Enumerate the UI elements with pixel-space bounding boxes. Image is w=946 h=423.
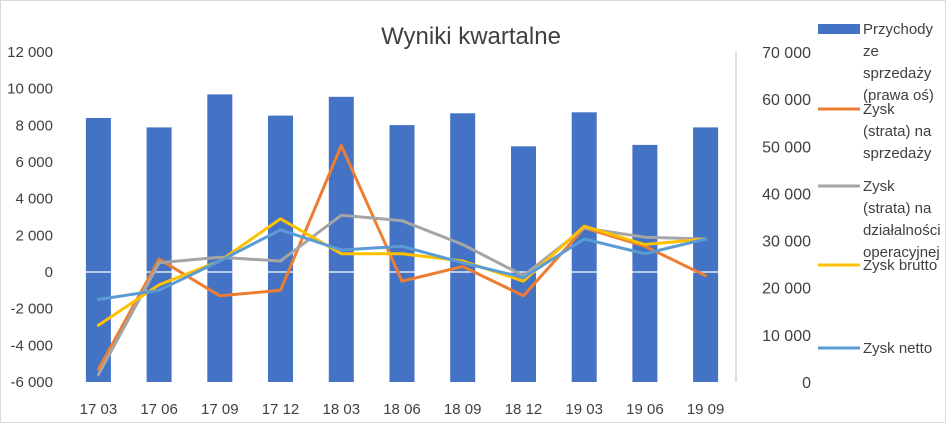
right-tick-label: 20 000 [762, 281, 811, 298]
left-tick-label: 2 000 [15, 227, 53, 244]
right-tick-label: 0 [802, 375, 811, 392]
right-tick-label: 50 000 [762, 139, 811, 156]
line-series-4 [96, 228, 708, 301]
legend-label: ze [863, 43, 879, 60]
legend-label: Przychody [863, 21, 934, 38]
line-series-1 [96, 144, 708, 371]
legend-label: Zysk netto [863, 340, 932, 357]
legend-item-2: Zysk (strata) na sprzedaży [818, 101, 932, 162]
x-tick-label: 18 09 [444, 401, 482, 418]
x-tick-label: 17 12 [262, 401, 300, 418]
bar-17-06 [146, 127, 172, 383]
left-tick-label: -2 000 [10, 301, 53, 318]
x-tick-label: 18 12 [505, 401, 543, 418]
legend-label: sprzedaży [863, 145, 932, 162]
bar-18-12 [511, 146, 536, 382]
right-tick-label: 70 000 [762, 45, 811, 62]
bar-19-06 [632, 144, 658, 382]
left-tick-label: 4 000 [15, 191, 53, 208]
bar-19-09 [693, 127, 719, 383]
legend-label: Zysk [863, 178, 895, 195]
legend-label: (strata) na [863, 200, 932, 217]
legend-swatch-bar [818, 24, 860, 34]
legend-label: operacyjnej [863, 244, 940, 261]
right-tick-label: 10 000 [762, 328, 811, 345]
right-tick-label: 40 000 [762, 186, 811, 203]
bar-17-12 [268, 115, 293, 382]
legend-label: Zysk [863, 101, 895, 118]
lines-layer [96, 144, 708, 377]
x-axis: 17 03 17 06 17 09 17 12 18 03 18 06 18 09 18 12… [80, 401, 725, 418]
left-tick-label: 12 000 [7, 44, 53, 61]
legend-label: sprzedaży [863, 65, 932, 82]
line-series-3 [96, 217, 708, 327]
x-tick-label: 18 03 [323, 401, 361, 418]
x-tick-label: 17 06 [140, 401, 178, 418]
legend-item-4: Zysk brutto [818, 257, 937, 274]
bar-19-03 [571, 112, 597, 383]
left-axis: -6 000 -4 000 -2 000 0 2 000 4 000 6 000 8 000 1… [7, 44, 53, 391]
x-tick-label: 19 09 [687, 401, 725, 418]
legend-item-1: Przychody ze sprzedaży (prawa oś) [818, 21, 934, 104]
right-tick-label: 60 000 [762, 92, 811, 109]
legend-item-5: Zysk netto [818, 340, 932, 357]
bar-18-03 [328, 96, 354, 383]
x-tick-label: 19 06 [626, 401, 664, 418]
legend-label: (strata) na [863, 123, 932, 140]
bar-17-03 [85, 118, 111, 382]
chart-title: Wyniki kwartalne [381, 23, 561, 50]
legend-label: Zysk brutto [863, 257, 937, 274]
x-tick-label: 17 03 [80, 401, 118, 418]
x-tick-label: 18 06 [383, 401, 421, 418]
left-tick-label: 6 000 [15, 154, 53, 171]
x-tick-label: 19 03 [565, 401, 603, 418]
left-tick-label: 0 [45, 264, 53, 281]
x-tick-label: 17 09 [201, 401, 239, 418]
legend-label: (prawa oś) [863, 87, 934, 104]
left-tick-label: -6 000 [10, 374, 53, 391]
right-axis: 0 10 000 20 000 30 000 40 000 50 000 60 000 70 … [735, 45, 811, 392]
legend-label: działalności [863, 222, 941, 239]
left-tick-label: 8 000 [15, 117, 53, 134]
legend-item-3: Zysk (strata) na działalności operacyjnej [818, 178, 941, 261]
right-tick-label: 30 000 [762, 234, 811, 251]
left-tick-label: -4 000 [10, 337, 53, 354]
left-tick-label: 10 000 [7, 81, 53, 98]
bar-17-09 [207, 94, 233, 383]
